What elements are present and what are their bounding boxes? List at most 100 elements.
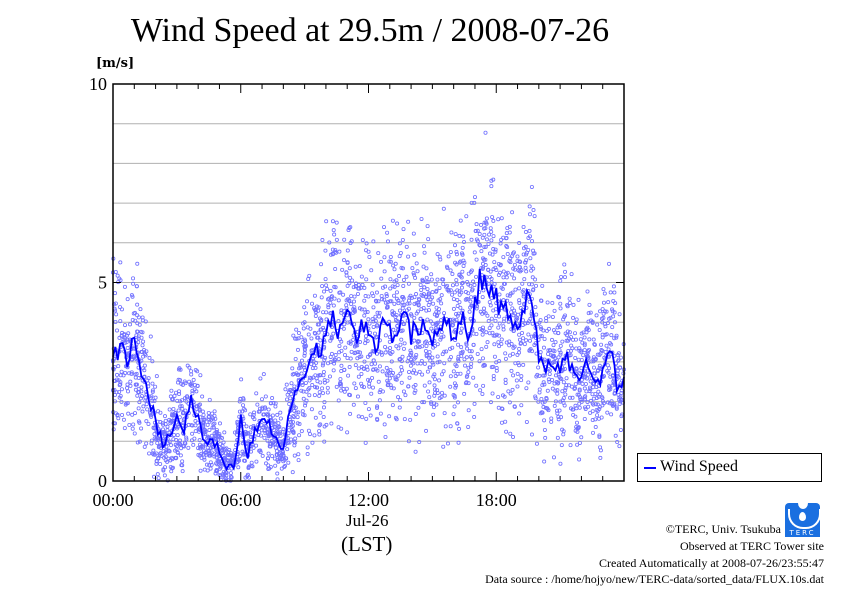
scatter-point <box>398 250 403 255</box>
scatter-point <box>385 378 390 383</box>
scatter-point <box>523 230 528 235</box>
scatter-point <box>213 433 218 438</box>
scatter-point <box>137 439 142 444</box>
scatter-point <box>169 388 174 393</box>
scatter-point <box>208 460 213 465</box>
scatter-point <box>373 314 378 319</box>
scatter-point <box>552 403 557 408</box>
scatter-point <box>383 284 388 289</box>
scatter-point <box>145 407 150 412</box>
scatter-point <box>409 353 414 358</box>
scatter-point <box>278 416 283 421</box>
scatter-point <box>344 270 349 275</box>
scatter-point <box>543 405 548 410</box>
scatter-point <box>371 294 376 299</box>
scatter-point <box>425 287 430 292</box>
scatter-point <box>394 344 399 349</box>
scatter-point <box>502 394 507 399</box>
scatter-point <box>510 272 515 277</box>
scatter-point <box>586 355 591 360</box>
scatter-point <box>437 359 442 364</box>
scatter-point <box>147 451 152 456</box>
scatter-point <box>114 312 119 317</box>
scatter-point <box>387 376 392 381</box>
scatter-point <box>432 383 437 388</box>
scatter-point <box>499 342 504 347</box>
scatter-point <box>329 421 334 426</box>
scatter-point <box>501 275 506 280</box>
scatter-point <box>359 274 364 279</box>
scatter-point <box>435 388 440 393</box>
scatter-point <box>610 309 615 314</box>
scatter-point <box>422 285 427 290</box>
scatter-point <box>508 301 513 306</box>
scatter-point <box>393 314 398 319</box>
scatter-point <box>151 448 156 453</box>
scatter-point <box>392 284 397 289</box>
scatter-point <box>329 351 334 356</box>
scatter-point <box>383 344 388 349</box>
scatter-point <box>478 243 483 248</box>
scatter-point <box>575 442 580 447</box>
scatter-point <box>474 274 479 279</box>
scatter-point <box>469 200 474 205</box>
scatter-point <box>451 412 456 417</box>
scatter-point <box>468 365 473 370</box>
scatter-point <box>418 282 423 287</box>
scatter-point <box>496 333 501 338</box>
scatter-point <box>448 355 453 360</box>
scatter-point <box>539 396 544 401</box>
scatter-point <box>469 268 474 273</box>
scatter-point <box>595 413 600 418</box>
scatter-point <box>179 404 184 409</box>
scatter-point <box>415 344 420 349</box>
scatter-point <box>426 389 431 394</box>
scatter-point <box>324 219 329 224</box>
scatter-point <box>564 338 569 343</box>
scatter-point <box>274 449 279 454</box>
scatter-point <box>260 453 265 458</box>
scatter-point <box>517 411 522 416</box>
scatter-point <box>130 412 135 417</box>
scatter-point <box>490 252 495 257</box>
scatter-point <box>248 430 253 435</box>
scatter-point <box>562 275 567 280</box>
scatter-point <box>377 390 382 395</box>
scatter-point <box>358 350 363 355</box>
scatter-point <box>285 397 290 402</box>
scatter-point <box>292 409 297 414</box>
scatter-point <box>206 410 211 415</box>
scatter-point <box>527 282 532 287</box>
scatter-point <box>404 274 409 279</box>
scatter-point <box>328 288 333 293</box>
scatter-point <box>297 433 302 438</box>
scatter-point <box>168 464 173 469</box>
scatter-point <box>345 283 350 288</box>
scatter-point <box>585 289 590 294</box>
scatter-point <box>455 303 460 308</box>
scatter-point <box>201 422 206 427</box>
scatter-point <box>497 314 502 319</box>
scatter-point <box>325 390 330 395</box>
scatter-point <box>600 395 605 400</box>
scatter-point <box>453 232 458 237</box>
scatter-point <box>610 383 615 388</box>
scatter-point <box>263 394 268 399</box>
scatter-point <box>457 426 462 431</box>
scatter-point <box>379 259 384 264</box>
scatter-point <box>529 432 534 437</box>
scatter-point <box>340 267 345 272</box>
scatter-point <box>339 348 344 353</box>
scatter-point <box>550 354 555 359</box>
scatter-point <box>581 353 586 358</box>
scatter-point <box>235 421 240 426</box>
scatter-point <box>603 349 608 354</box>
scatter-point <box>379 276 384 281</box>
scatter-point <box>390 350 395 355</box>
scatter-point <box>328 300 333 305</box>
scatter-point <box>477 242 482 247</box>
scatter-point <box>501 319 506 324</box>
scatter-point <box>561 400 566 405</box>
scatter-point <box>300 409 305 414</box>
scatter-point <box>399 380 404 385</box>
